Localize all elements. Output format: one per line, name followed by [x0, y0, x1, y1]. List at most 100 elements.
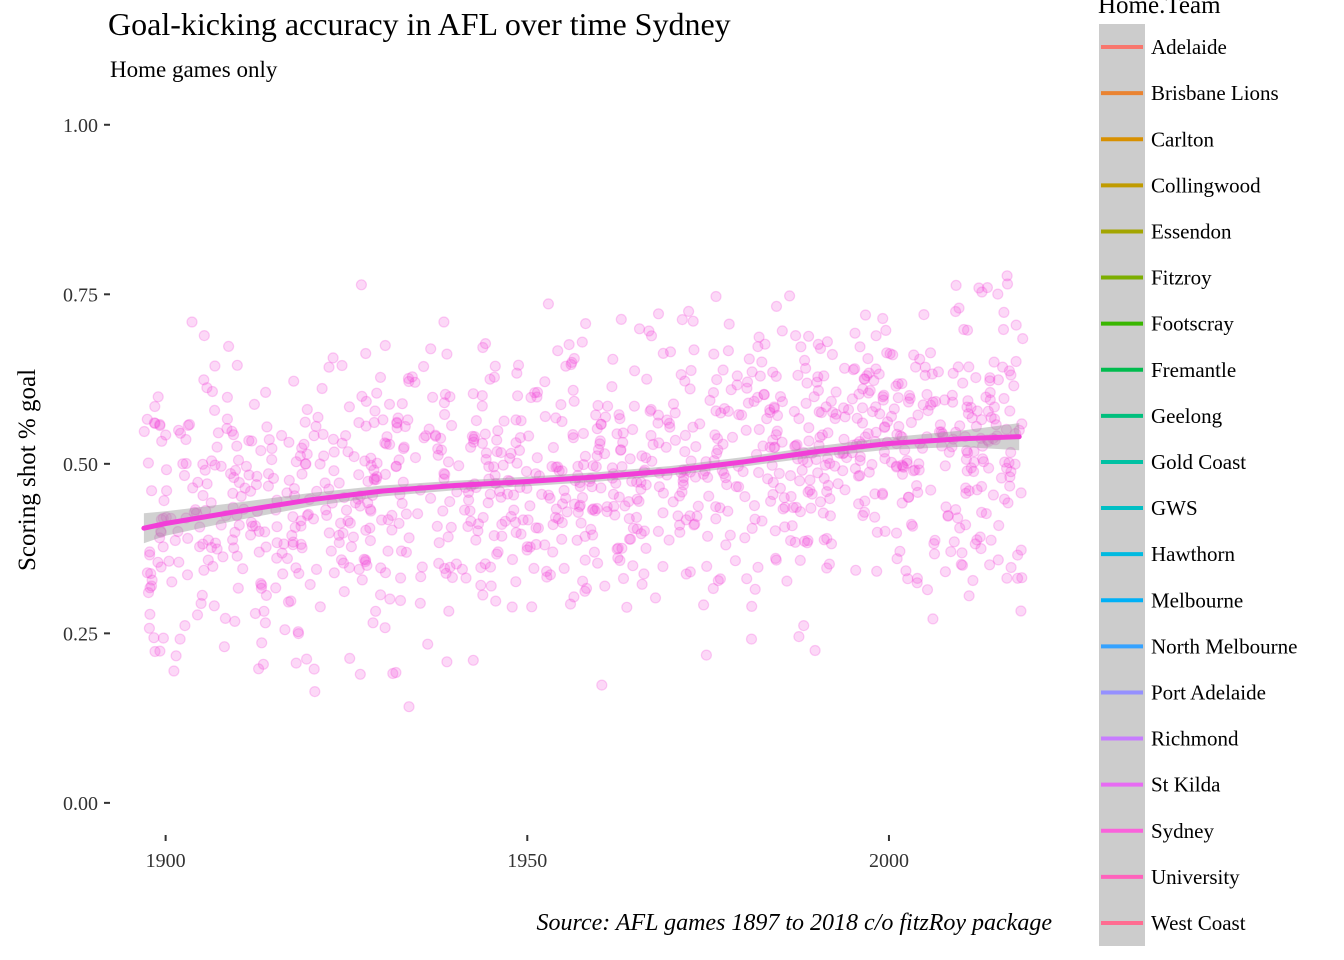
data-point — [568, 498, 581, 510]
data-point — [771, 409, 784, 422]
data-point — [614, 444, 627, 456]
data-point — [770, 429, 782, 441]
data-point — [1015, 605, 1027, 617]
data-point — [506, 601, 518, 613]
data-point — [912, 486, 924, 498]
data-point — [547, 546, 559, 558]
data-point — [276, 429, 288, 442]
data-point — [646, 455, 658, 467]
data-point — [359, 555, 372, 568]
y-axis-title: Scoring shot % goal — [14, 369, 41, 571]
data-point — [714, 573, 727, 585]
data-point — [943, 446, 955, 458]
data-point — [814, 496, 827, 508]
data-point — [328, 465, 340, 477]
data-point — [779, 501, 791, 513]
data-point — [862, 428, 874, 440]
data-point — [805, 502, 817, 514]
data-point — [484, 373, 496, 385]
data-point — [826, 406, 839, 418]
data-point — [890, 461, 903, 473]
data-point — [829, 460, 841, 472]
data-point — [546, 460, 558, 473]
data-point — [511, 390, 524, 402]
data-point — [631, 493, 643, 505]
data-point — [170, 650, 182, 662]
data-point — [741, 376, 754, 388]
data-point — [902, 573, 914, 585]
data-point — [928, 537, 940, 550]
data-point — [393, 454, 405, 466]
data-point — [573, 501, 586, 513]
data-point — [586, 481, 598, 493]
data-point — [446, 419, 458, 432]
data-point — [825, 395, 837, 407]
data-point — [365, 452, 377, 464]
data-point — [932, 366, 945, 378]
data-point — [870, 401, 882, 413]
data-point — [917, 399, 929, 411]
legend-label: Fremantle — [1151, 358, 1236, 382]
data-point — [877, 312, 889, 325]
data-point — [239, 482, 251, 494]
data-point — [903, 389, 916, 402]
x-tick-label: 1900 — [146, 850, 186, 872]
data-point — [854, 341, 866, 353]
data-point — [360, 554, 372, 566]
data-point — [464, 505, 476, 517]
data-point — [751, 391, 764, 403]
data-point — [1017, 333, 1029, 345]
data-point — [667, 496, 679, 508]
data-point — [811, 376, 823, 388]
data-point — [157, 632, 169, 644]
data-point — [697, 599, 710, 611]
data-point — [968, 456, 980, 468]
data-point — [209, 459, 221, 471]
data-point — [399, 420, 411, 433]
data-point — [201, 478, 213, 490]
data-point — [396, 497, 408, 509]
data-point — [710, 501, 722, 513]
data-point — [947, 367, 959, 379]
data-point — [304, 578, 316, 591]
data-point — [381, 431, 393, 443]
data-point — [277, 568, 289, 580]
data-point — [479, 558, 491, 570]
data-point — [687, 421, 699, 433]
data-point — [522, 514, 534, 526]
data-point — [515, 528, 527, 540]
data-point — [323, 527, 335, 539]
data-point — [776, 436, 788, 448]
data-point — [194, 541, 206, 553]
data-point — [294, 450, 306, 462]
data-point — [821, 336, 834, 348]
data-point — [988, 356, 1000, 368]
data-point — [645, 429, 657, 442]
data-point — [687, 315, 699, 327]
data-point — [885, 456, 898, 468]
data-point — [636, 578, 648, 590]
data-point — [521, 541, 533, 553]
data-point — [963, 590, 975, 602]
data-point — [160, 429, 172, 441]
legend-label: Richmond — [1151, 727, 1239, 751]
data-point — [998, 392, 1010, 405]
data-point — [877, 391, 889, 403]
data-point — [181, 569, 194, 581]
data-point — [701, 560, 713, 573]
data-point — [804, 484, 816, 496]
data-point — [812, 371, 824, 383]
data-point — [202, 534, 214, 546]
data-point — [1000, 462, 1013, 474]
data-point — [753, 423, 765, 436]
data-point — [211, 543, 223, 555]
data-point — [370, 474, 382, 486]
data-point — [829, 412, 841, 425]
data-point — [635, 528, 647, 540]
data-point — [789, 440, 802, 452]
data-point — [967, 465, 980, 478]
data-point — [962, 395, 974, 407]
data-point — [281, 487, 293, 499]
data-point — [663, 534, 675, 546]
data-point — [572, 460, 584, 472]
